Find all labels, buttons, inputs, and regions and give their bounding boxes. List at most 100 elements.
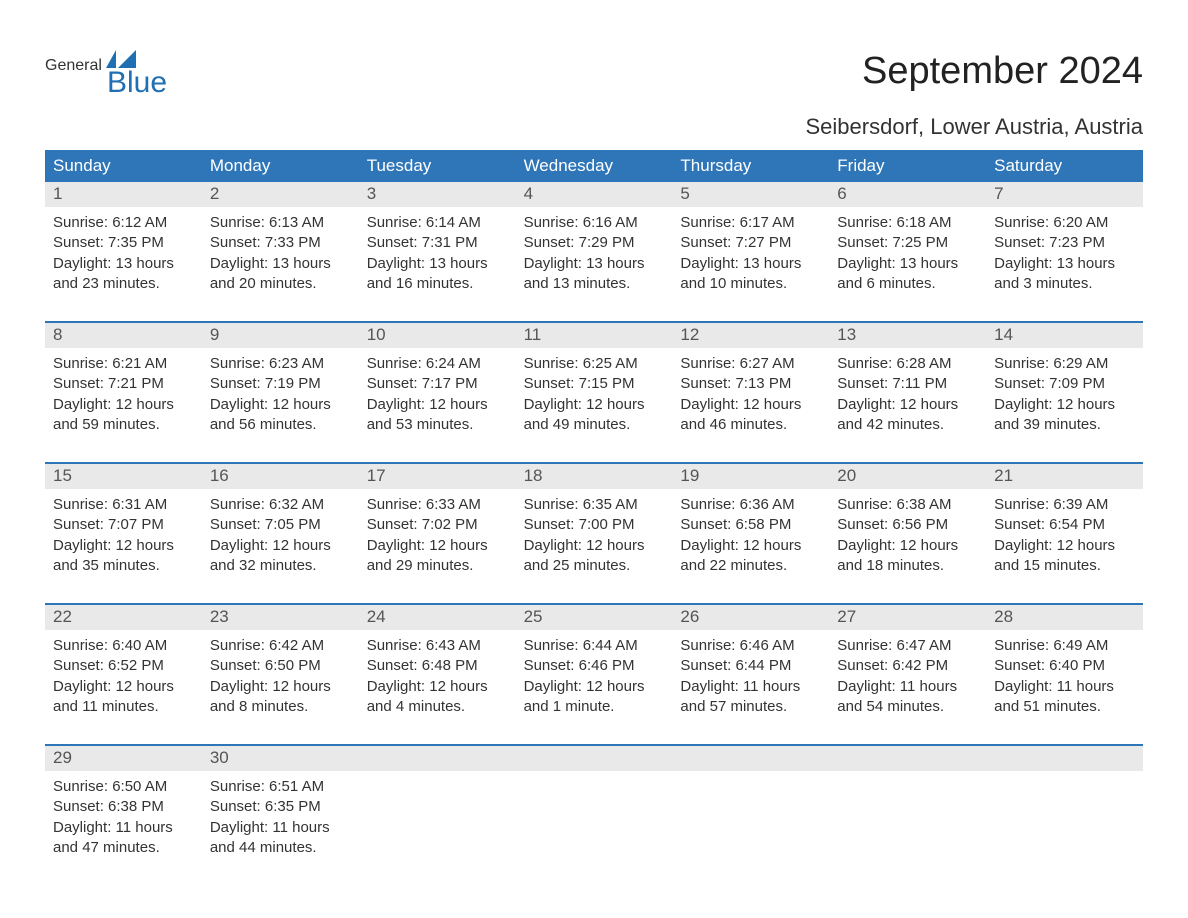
sunset-text: Sunset: 7:00 PM <box>524 515 665 535</box>
day-number: 9 <box>202 323 359 348</box>
day2-text: and 11 minutes. <box>53 697 194 717</box>
day-cell: Sunrise: 6:28 AMSunset: 7:11 PMDaylight:… <box>829 348 986 444</box>
day-number: 18 <box>516 464 673 489</box>
header: General Blue September 2024 <box>45 50 1143 98</box>
day-number: 25 <box>516 605 673 630</box>
weekday-header: Friday <box>829 150 986 182</box>
day2-text: and 53 minutes. <box>367 415 508 435</box>
sunset-text: Sunset: 6:56 PM <box>837 515 978 535</box>
day-number-row: 15161718192021 <box>45 464 1143 489</box>
day-cell: Sunrise: 6:35 AMSunset: 7:00 PMDaylight:… <box>516 489 673 585</box>
day1-text: Daylight: 12 hours <box>680 395 821 415</box>
sunset-text: Sunset: 6:48 PM <box>367 656 508 676</box>
day1-text: Daylight: 12 hours <box>367 536 508 556</box>
sunset-text: Sunset: 6:44 PM <box>680 656 821 676</box>
day2-text: and 4 minutes. <box>367 697 508 717</box>
sunrise-text: Sunrise: 6:14 AM <box>367 213 508 233</box>
day2-text: and 3 minutes. <box>994 274 1135 294</box>
day-number: 1 <box>45 182 202 207</box>
sunset-text: Sunset: 7:17 PM <box>367 374 508 394</box>
day1-text: Daylight: 13 hours <box>53 254 194 274</box>
day-cell: Sunrise: 6:12 AMSunset: 7:35 PMDaylight:… <box>45 207 202 303</box>
day-number-row: 1234567 <box>45 182 1143 207</box>
day-cell: Sunrise: 6:38 AMSunset: 6:56 PMDaylight:… <box>829 489 986 585</box>
sunrise-text: Sunrise: 6:35 AM <box>524 495 665 515</box>
sunset-text: Sunset: 6:58 PM <box>680 515 821 535</box>
day-number: 13 <box>829 323 986 348</box>
sunset-text: Sunset: 7:35 PM <box>53 233 194 253</box>
sunrise-text: Sunrise: 6:25 AM <box>524 354 665 374</box>
day-cell <box>359 771 516 867</box>
day1-text: Daylight: 12 hours <box>367 395 508 415</box>
day-cell: Sunrise: 6:18 AMSunset: 7:25 PMDaylight:… <box>829 207 986 303</box>
sunrise-text: Sunrise: 6:49 AM <box>994 636 1135 656</box>
day2-text: and 16 minutes. <box>367 274 508 294</box>
day1-text: Daylight: 11 hours <box>53 818 194 838</box>
day-number-row: 22232425262728 <box>45 605 1143 630</box>
day2-text: and 54 minutes. <box>837 697 978 717</box>
sunrise-text: Sunrise: 6:12 AM <box>53 213 194 233</box>
sunrise-text: Sunrise: 6:32 AM <box>210 495 351 515</box>
weekday-header: Saturday <box>986 150 1143 182</box>
sunrise-text: Sunrise: 6:51 AM <box>210 777 351 797</box>
sunrise-text: Sunrise: 6:13 AM <box>210 213 351 233</box>
day-cell: Sunrise: 6:47 AMSunset: 6:42 PMDaylight:… <box>829 630 986 726</box>
day-number: 27 <box>829 605 986 630</box>
day2-text: and 59 minutes. <box>53 415 194 435</box>
day2-text: and 23 minutes. <box>53 274 194 294</box>
day2-text: and 32 minutes. <box>210 556 351 576</box>
day-number: 8 <box>45 323 202 348</box>
day-number-row: 2930 <box>45 746 1143 771</box>
day-cell: Sunrise: 6:50 AMSunset: 6:38 PMDaylight:… <box>45 771 202 867</box>
sunset-text: Sunset: 7:33 PM <box>210 233 351 253</box>
calendar-week: 22232425262728Sunrise: 6:40 AMSunset: 6:… <box>45 603 1143 726</box>
day2-text: and 35 minutes. <box>53 556 194 576</box>
sunrise-text: Sunrise: 6:43 AM <box>367 636 508 656</box>
day1-text: Daylight: 13 hours <box>367 254 508 274</box>
day-cell: Sunrise: 6:33 AMSunset: 7:02 PMDaylight:… <box>359 489 516 585</box>
sunset-text: Sunset: 7:23 PM <box>994 233 1135 253</box>
sunset-text: Sunset: 7:07 PM <box>53 515 194 535</box>
sunrise-text: Sunrise: 6:39 AM <box>994 495 1135 515</box>
day-number: 14 <box>986 323 1143 348</box>
day-cell: Sunrise: 6:25 AMSunset: 7:15 PMDaylight:… <box>516 348 673 444</box>
day1-text: Daylight: 12 hours <box>367 677 508 697</box>
day-cell: Sunrise: 6:43 AMSunset: 6:48 PMDaylight:… <box>359 630 516 726</box>
sunset-text: Sunset: 6:54 PM <box>994 515 1135 535</box>
day1-text: Daylight: 12 hours <box>994 395 1135 415</box>
sunset-text: Sunset: 7:02 PM <box>367 515 508 535</box>
sunset-text: Sunset: 7:13 PM <box>680 374 821 394</box>
day2-text: and 20 minutes. <box>210 274 351 294</box>
logo-text-blue: Blue <box>45 68 167 98</box>
day-number: 22 <box>45 605 202 630</box>
calendar-week: 15161718192021Sunrise: 6:31 AMSunset: 7:… <box>45 462 1143 585</box>
sunrise-text: Sunrise: 6:36 AM <box>680 495 821 515</box>
sunset-text: Sunset: 6:40 PM <box>994 656 1135 676</box>
day-number: 11 <box>516 323 673 348</box>
weekday-header: Thursday <box>672 150 829 182</box>
day1-text: Daylight: 12 hours <box>524 677 665 697</box>
day-number: 19 <box>672 464 829 489</box>
calendar-week: 1234567Sunrise: 6:12 AMSunset: 7:35 PMDa… <box>45 182 1143 303</box>
calendar-week: 2930Sunrise: 6:50 AMSunset: 6:38 PMDayli… <box>45 744 1143 867</box>
day1-text: Daylight: 13 hours <box>210 254 351 274</box>
sunset-text: Sunset: 7:19 PM <box>210 374 351 394</box>
day-number: 2 <box>202 182 359 207</box>
day-number: 28 <box>986 605 1143 630</box>
day1-text: Daylight: 12 hours <box>680 536 821 556</box>
day2-text: and 47 minutes. <box>53 838 194 858</box>
day1-text: Daylight: 13 hours <box>994 254 1135 274</box>
sunset-text: Sunset: 6:52 PM <box>53 656 194 676</box>
sunrise-text: Sunrise: 6:40 AM <box>53 636 194 656</box>
sunset-text: Sunset: 6:38 PM <box>53 797 194 817</box>
day1-text: Daylight: 12 hours <box>524 395 665 415</box>
day2-text: and 29 minutes. <box>367 556 508 576</box>
weekday-header: Wednesday <box>516 150 673 182</box>
day-number: 29 <box>45 746 202 771</box>
day-number: 21 <box>986 464 1143 489</box>
sunset-text: Sunset: 6:35 PM <box>210 797 351 817</box>
sunrise-text: Sunrise: 6:16 AM <box>524 213 665 233</box>
sunset-text: Sunset: 7:29 PM <box>524 233 665 253</box>
sunrise-text: Sunrise: 6:33 AM <box>367 495 508 515</box>
sunrise-text: Sunrise: 6:27 AM <box>680 354 821 374</box>
